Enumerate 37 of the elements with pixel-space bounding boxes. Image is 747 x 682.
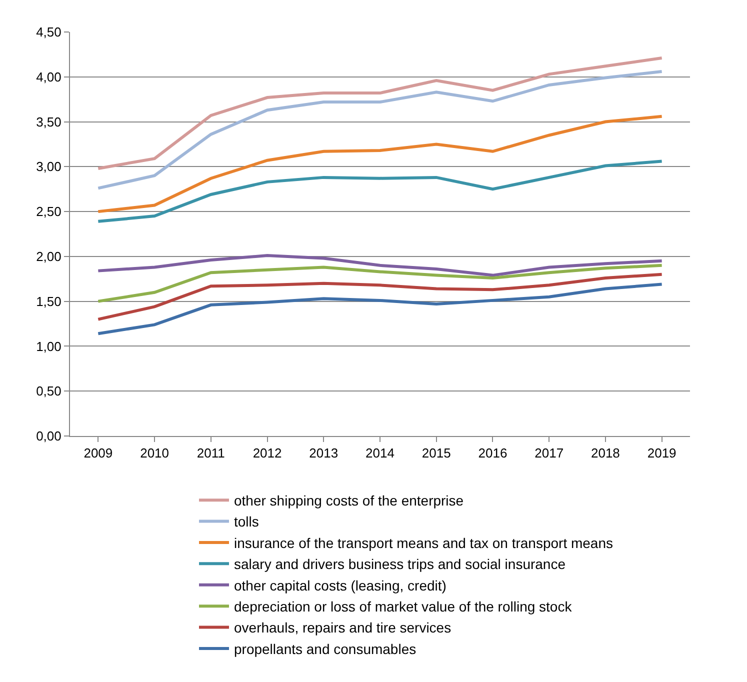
legend-label: depreciation or loss of market value of the rolling stock <box>234 598 573 615</box>
legend-label: tolls <box>234 514 259 530</box>
line-series <box>96 56 664 170</box>
x-tick-label: 2011 <box>196 446 225 461</box>
x-tick-label: 2013 <box>309 446 338 461</box>
x-tick-label: 2012 <box>252 446 282 461</box>
legend-label: insurance of the transport means and tax on transport means <box>234 534 613 551</box>
x-tick-label: 2010 <box>140 446 170 461</box>
y-tick-label: 2,00 <box>36 248 62 264</box>
x-tick-label: 2009 <box>84 446 113 461</box>
x-tick-label: 2016 <box>478 446 508 461</box>
line-series <box>96 272 664 321</box>
line-series <box>96 264 664 303</box>
y-tick-label: 4,00 <box>36 69 62 84</box>
line-series <box>96 282 664 336</box>
legend-label: salary and drivers business trips and social insurance <box>234 556 566 572</box>
legend-label: other shipping costs of the enterprise <box>234 492 464 509</box>
x-tick-label: 2017 <box>534 446 564 461</box>
line-series <box>96 160 664 223</box>
y-tick-label: 2,50 <box>36 204 62 220</box>
y-tick-label: 1,00 <box>36 338 62 354</box>
legend-label: propellants and consumables <box>234 640 416 657</box>
y-tick-label: 3,50 <box>36 114 62 130</box>
y-tick-label: 0,00 <box>36 428 62 444</box>
x-tick-label: 2019 <box>647 446 676 461</box>
y-tick-label: 0,50 <box>36 384 62 399</box>
line-series <box>96 114 664 214</box>
y-tick-label: 4,50 <box>36 24 62 40</box>
line-series <box>96 70 664 190</box>
line-series <box>96 254 664 277</box>
y-tick-label: 1,50 <box>36 294 62 309</box>
x-tick-label: 2014 <box>366 446 394 461</box>
y-tick-label: 3,00 <box>36 159 62 174</box>
legend-label: other capital costs (leasing, credit) <box>234 577 446 594</box>
legend-label: overhauls, repairs and tire services <box>234 620 452 636</box>
x-tick-label: 2015 <box>422 446 451 461</box>
x-tick-label: 2018 <box>590 446 620 461</box>
